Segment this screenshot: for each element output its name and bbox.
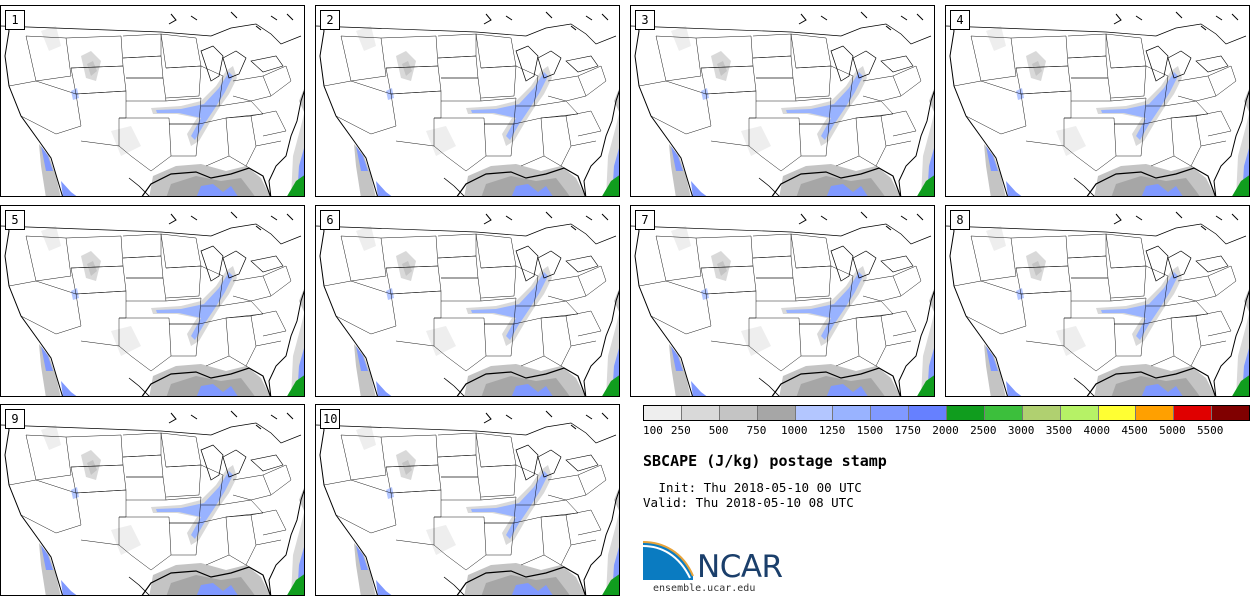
member-panel: 3 [630,5,935,197]
colorbar-tick: 5000 [1159,424,1186,437]
colorbar-tick: 250 [670,424,691,437]
colorbar-swatch [719,406,758,420]
colorbar-tick: 3500 [1045,424,1073,437]
colorbar-tick: 750 [746,424,767,437]
member-panel: 2 [315,5,620,197]
member-number-label: 1 [5,10,25,30]
colorbar-tick: 1500 [856,424,884,437]
us-map [1,10,304,196]
colorbar-tick-labels: 100 250 500 750 1000 1250 1500 1750 2000 2500 3000… [643,424,1248,438]
colorbar-tick: 5500 [1196,424,1224,437]
member-number-label: 4 [950,10,970,30]
colorbar-tick: 100 [643,424,663,437]
colorbar-tick: 4000 [1083,424,1111,437]
member-number-label: 2 [320,10,340,30]
member-panel: 7 [630,205,935,397]
colorbar-tick: 3000 [1007,424,1035,437]
member-panel: 8 [945,205,1250,397]
member-number-label: 10 [320,409,341,429]
sbcape-colorbar [643,405,1250,421]
colorbar-swatch [947,406,985,420]
member-number-label: 9 [5,409,25,429]
us-map [631,210,934,396]
colorbar-swatch [833,406,872,420]
member-panel: 10 [315,404,620,596]
colorbar-swatch [1060,406,1099,420]
member-number-label: 7 [635,210,655,230]
colorbar-swatch [1212,406,1249,420]
colorbar-tick: 1000 [781,424,808,437]
colorbar-swatch [644,406,682,420]
member-panel: 4 [945,5,1250,197]
member-number-label: 3 [635,10,655,30]
us-map [1,409,304,595]
us-map [946,10,1249,196]
chart-title: SBCAPE (J/kg) postage stamp [643,452,887,470]
member-number-label: 5 [5,210,25,230]
colorbar-swatch [795,406,834,420]
colorbar-swatch [871,406,910,420]
colorbar-tick: 1250 [818,424,846,437]
colorbar-tick: 2500 [970,424,997,437]
colorbar-tick: 500 [708,424,729,437]
colorbar-swatch [1098,406,1137,420]
us-map [316,210,619,396]
member-panel: 5 [0,205,305,397]
colorbar-tick: 1750 [894,424,921,437]
colorbar-swatch [1022,406,1061,420]
us-map [316,409,619,595]
colorbar-swatch [757,406,796,420]
member-panel: 1 [0,5,305,197]
colorbar-swatch [1136,406,1175,420]
colorbar-tick: 2000 [932,424,959,437]
member-number-label: 8 [950,210,970,230]
init-time: Init: Thu 2018-05-10 00 UTC [651,480,862,495]
valid-time: Valid: Thu 2018-05-10 08 UTC [643,495,854,510]
colorbar-swatch [909,406,947,420]
us-map [946,210,1249,396]
colorbar-swatch [681,406,720,420]
ensemble-url: ensemble.ucar.edu [653,583,756,594]
colorbar-tick: 4500 [1121,424,1148,437]
colorbar-swatch [1174,406,1213,420]
member-panel: 6 [315,205,620,397]
ncar-logo-text: NCAR [697,549,783,585]
us-map [631,10,934,196]
us-map [316,10,619,196]
colorbar-swatch [984,406,1023,420]
us-map [1,210,304,396]
member-panel: 9 [0,404,305,596]
member-number-label: 6 [320,210,340,230]
ncar-logo-icon [643,541,694,580]
